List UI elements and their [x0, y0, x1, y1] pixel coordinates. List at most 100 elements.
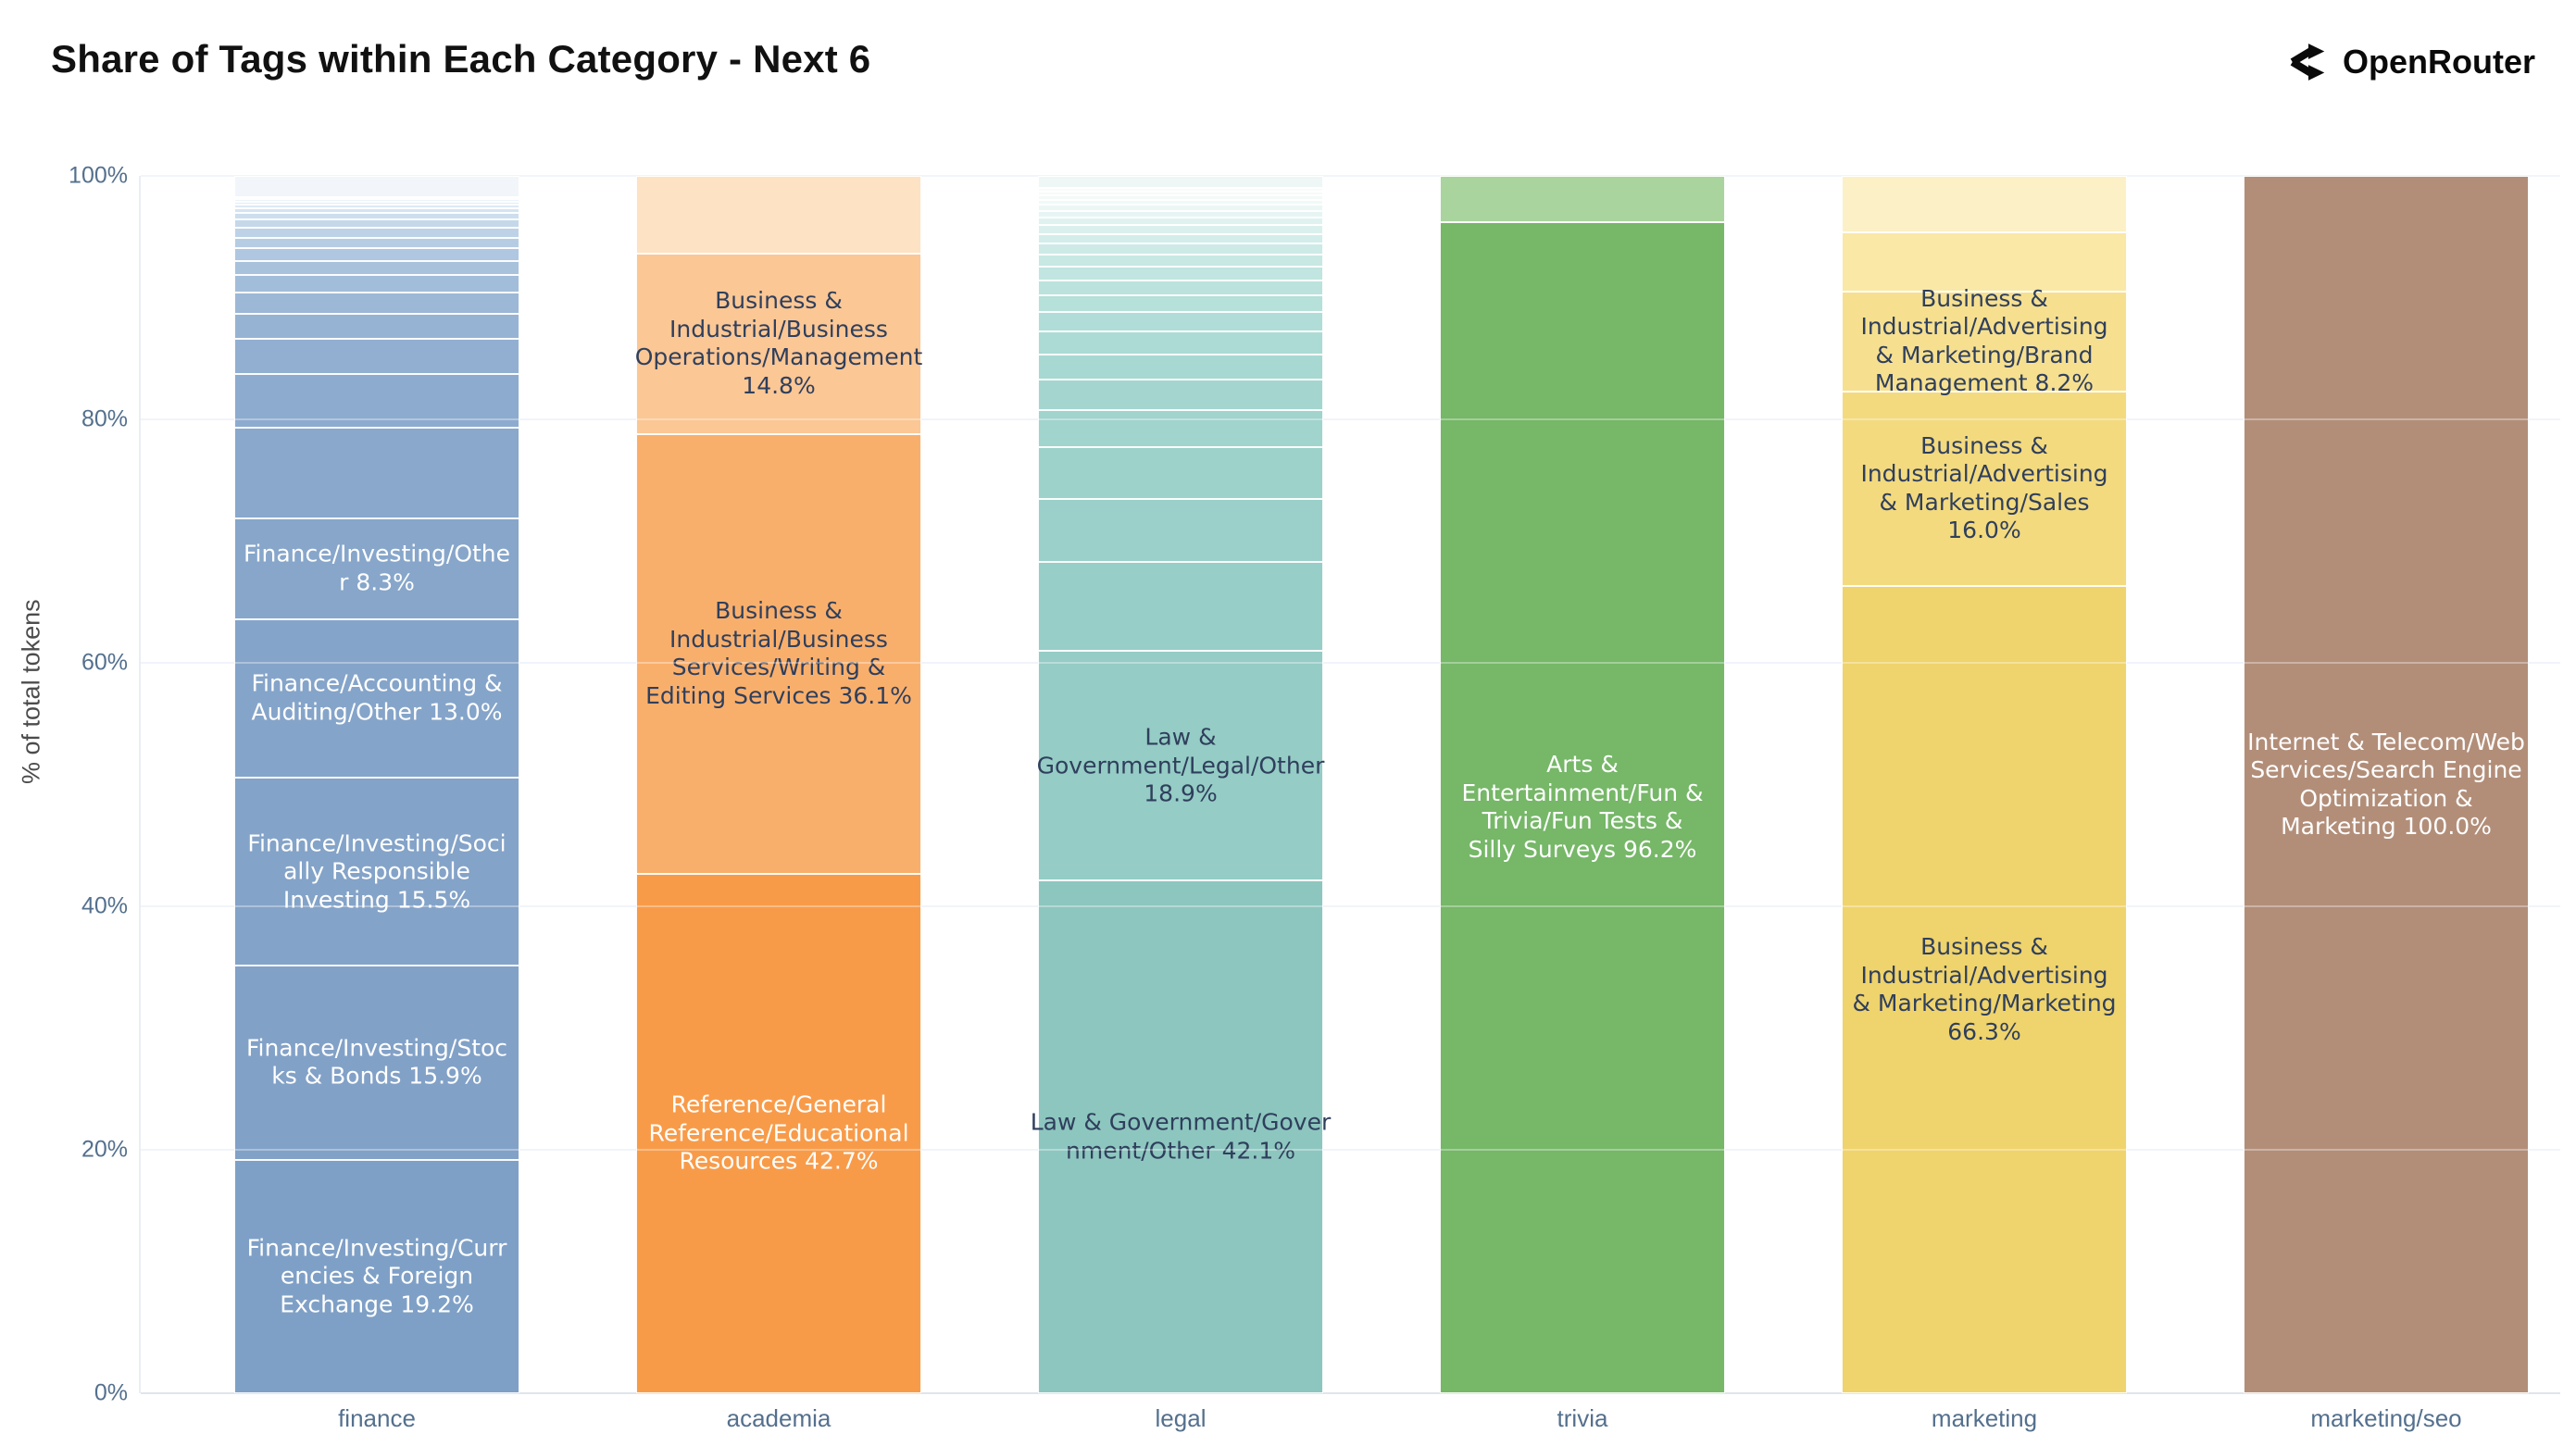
y-axis-title: % of total tokens: [17, 599, 45, 784]
bar-legal: Law & Government/Gover nment/Other 42.1% L…: [1031, 176, 1331, 1393]
bar-segment[interactable]: [1038, 312, 1323, 332]
openrouter-icon: [2287, 41, 2330, 83]
bar-segment[interactable]: [234, 201, 519, 206]
bar-segment[interactable]: [1038, 267, 1323, 280]
bar-segment[interactable]: [1038, 280, 1323, 295]
segment-label: Reference/General Reference/Educational Re…: [648, 1091, 909, 1175]
x-tick-label: finance: [338, 1404, 416, 1432]
bar-segment[interactable]: [1038, 217, 1323, 226]
x-tick-label: marketing/seo: [2310, 1404, 2462, 1432]
bar-segment[interactable]: [1038, 254, 1323, 268]
segment-label: Law & Government/Legal/Other 18.9%: [1036, 723, 1325, 807]
gridline: [141, 1149, 2560, 1151]
y-axis-line: [139, 176, 141, 1393]
segment-label: Finance/Investing/Soci ally Responsible In…: [247, 829, 506, 913]
bar-segment[interactable]: Business & Industrial/Business Operations/…: [634, 254, 923, 434]
bar-segment[interactable]: [1038, 243, 1323, 255]
bar-segment[interactable]: Finance/Investing/Othe r 8.3%: [234, 517, 519, 619]
bar-segment[interactable]: [234, 260, 519, 276]
bar-segment[interactable]: Finance/Investing/Soci ally Responsible In…: [234, 777, 519, 966]
bar-segment[interactable]: Business & Industrial/Business Services/Wr…: [636, 433, 921, 874]
openrouter-logo[interactable]: OpenRouter: [2287, 41, 2535, 83]
openrouter-wordmark: OpenRouter: [2342, 43, 2535, 81]
bar-segment[interactable]: [1038, 380, 1323, 411]
bar-segment[interactable]: Business & Industrial/Advertising & Market…: [1842, 586, 2127, 1393]
bar-segment[interactable]: [1038, 294, 1323, 313]
bar-segment[interactable]: Finance/Investing/Stoc ks & Bonds 15.9%: [234, 966, 519, 1160]
segment-label: Law & Government/Gover nment/Other 42.1%: [1030, 1108, 1332, 1165]
segment-label: Internet & Telecom/Web Services/Search En…: [2247, 728, 2525, 841]
bar-segment[interactable]: [234, 275, 519, 293]
bar-segment[interactable]: [1038, 446, 1323, 499]
bar-segment[interactable]: [234, 199, 519, 202]
bar-segment[interactable]: Finance/Investing/Curr encies & Foreign Ex…: [234, 1159, 519, 1393]
bar-segment[interactable]: [1038, 225, 1323, 234]
bar-segment[interactable]: Business & Industrial/Advertising & Market…: [1842, 285, 2127, 396]
y-tick-label: 100%: [69, 162, 128, 189]
gridline: [141, 662, 2560, 664]
bar-marketing: Business & Industrial/Advertising & Market…: [1842, 176, 2127, 1393]
bar-segment[interactable]: [234, 228, 519, 238]
bar-segment[interactable]: [234, 374, 519, 429]
bar-segment[interactable]: [1038, 205, 1323, 211]
y-tick-label: 80%: [81, 405, 128, 432]
bar-segment[interactable]: [1038, 498, 1323, 562]
bar-segment[interactable]: [1038, 176, 1323, 189]
bar-segment[interactable]: [1038, 354, 1323, 380]
bar-segment[interactable]: [234, 428, 519, 518]
x-tick-label: academia: [726, 1404, 832, 1432]
bar-segment[interactable]: [1038, 199, 1323, 206]
bar-segment[interactable]: Internet & Telecom/Web Services/Search En…: [2244, 176, 2529, 1393]
bar-segment[interactable]: [1038, 331, 1323, 355]
y-tick-label: 60%: [81, 649, 128, 676]
bar-segment[interactable]: [1038, 233, 1323, 244]
bar-academia: Reference/General Reference/Educational Re…: [634, 176, 923, 1393]
bar-segment[interactable]: [234, 196, 519, 200]
bar-segment[interactable]: [234, 313, 519, 340]
bar-segment[interactable]: [234, 213, 519, 219]
bar-segment[interactable]: Reference/General Reference/Educational Re…: [636, 873, 921, 1393]
bar-segment[interactable]: Finance/Accounting & Auditing/Other 13.0%: [234, 618, 519, 778]
segment-label: Business & Industrial/Business Services/Wr…: [645, 597, 912, 709]
bar-segment[interactable]: Law & Government/Gover nment/Other 42.1%: [1031, 880, 1331, 1393]
y-tick-label: 20%: [81, 1136, 128, 1163]
x-tick-label: marketing: [1931, 1404, 2038, 1432]
bar-segment[interactable]: [1038, 410, 1323, 447]
bar-segment[interactable]: Arts & Entertainment/Fun & Trivia/Fun Test…: [1440, 221, 1725, 1393]
bar-segment[interactable]: [234, 218, 519, 229]
segment-label: Business & Industrial/Advertising & Market…: [1852, 933, 2117, 1045]
bar-segment[interactable]: [234, 293, 519, 314]
bar-segment[interactable]: [234, 237, 519, 249]
bar-segment[interactable]: Law & Government/Legal/Other 18.9%: [1036, 650, 1325, 881]
gridline: [141, 1392, 2560, 1394]
x-tick-label: legal: [1155, 1404, 1207, 1432]
bar-segment[interactable]: [1038, 195, 1323, 200]
y-tick-label: 0%: [94, 1379, 128, 1406]
bar-segment[interactable]: [1842, 176, 2127, 232]
bar-finance: Finance/Investing/Curr encies & Foreign Ex…: [234, 176, 519, 1393]
bar-segment[interactable]: [234, 248, 519, 261]
bar-segment[interactable]: [234, 339, 519, 375]
bar-segment[interactable]: [1440, 176, 1725, 222]
bar-segment[interactable]: [1038, 192, 1323, 196]
segment-label: Finance/Investing/Stoc ks & Bonds 15.9%: [245, 1034, 508, 1090]
segment-label: Arts & Entertainment/Fun & Trivia/Fun Test…: [1461, 751, 1704, 863]
bar-segment[interactable]: [636, 176, 921, 255]
segment-label: Business & Industrial/Advertising & Market…: [1860, 431, 2108, 544]
bar-segment[interactable]: [1038, 210, 1323, 218]
bar-segment[interactable]: [1038, 561, 1323, 651]
bar-trivia: Arts & Entertainment/Fun & Trivia/Fun Test…: [1440, 176, 1725, 1393]
gridline: [141, 175, 2560, 177]
segment-label: Business & Industrial/Business Operations/…: [634, 287, 923, 399]
bar-segment[interactable]: [234, 205, 519, 208]
segment-label: Finance/Accounting & Auditing/Other 13.0%: [251, 669, 503, 726]
segment-label: Finance/Investing/Curr encies & Foreign Ex…: [246, 1234, 507, 1318]
bar-segment[interactable]: [1842, 231, 2127, 292]
bar-segment[interactable]: Business & Industrial/Advertising & Market…: [1842, 391, 2127, 587]
bar-segment[interactable]: [1038, 188, 1323, 193]
segment-label: Finance/Investing/Othe r 8.3%: [243, 540, 511, 596]
bar-segment[interactable]: [234, 176, 519, 197]
bar-segment[interactable]: [234, 208, 519, 214]
gridline: [141, 418, 2560, 420]
